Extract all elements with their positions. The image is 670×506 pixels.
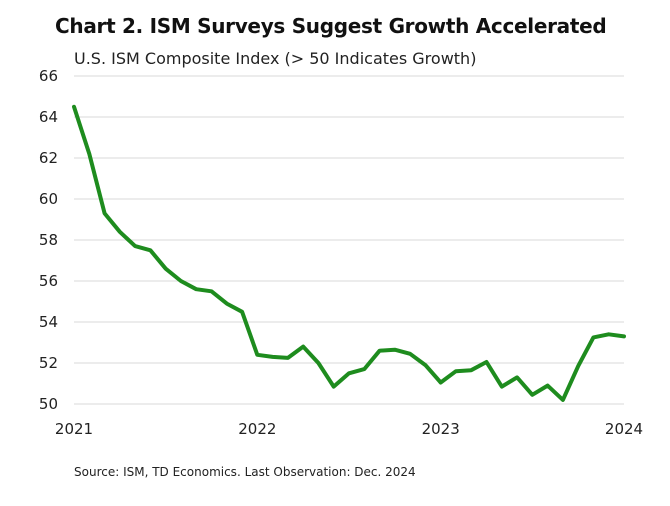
y-tick-label: 62 [39,149,58,167]
chart-subtitle: U.S. ISM Composite Index (> 50 Indicates… [74,49,477,68]
series-line [72,104,626,402]
y-tick-label: 60 [39,190,58,208]
x-axis-tick-labels: 2021 2022 2023 2024 [55,420,643,438]
y-tick-label: 56 [39,272,58,290]
y-tick-label: 66 [39,67,58,85]
chart-title: Chart 2. ISM Surveys Suggest Growth Acce… [55,14,607,38]
x-tick-label: 2023 [422,420,460,438]
y-tick-label: 50 [39,395,58,413]
x-tick-label: 2021 [55,420,93,438]
y-tick-label: 64 [39,108,58,126]
y-axis-tick-labels: 50 52 54 56 58 60 62 64 66 [39,67,58,413]
x-tick-label: 2022 [238,420,276,438]
x-tick-label: 2024 [605,420,643,438]
y-tick-label: 54 [39,313,58,331]
y-tick-label: 52 [39,354,58,372]
gridlines [74,75,624,405]
y-tick-label: 58 [39,231,58,249]
source-note: Source: ISM, TD Economics. Last Observat… [74,465,416,479]
series-group [72,104,626,402]
